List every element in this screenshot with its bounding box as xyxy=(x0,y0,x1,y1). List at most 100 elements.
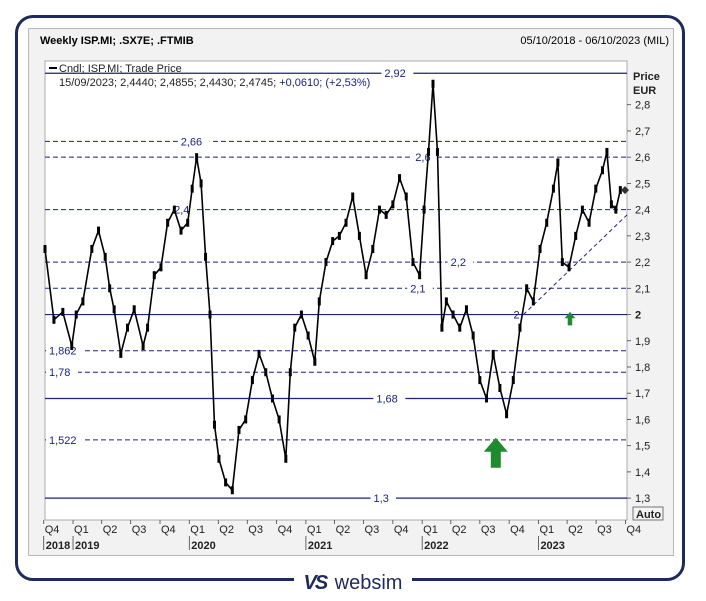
candle-marker xyxy=(264,368,268,377)
candle-marker xyxy=(186,218,190,227)
candle-marker xyxy=(458,323,462,332)
candle-marker xyxy=(567,263,571,272)
candle-marker xyxy=(471,331,475,340)
level-label: 2,66 xyxy=(181,136,202,148)
y-tick-label: 1,8 xyxy=(635,362,650,374)
y-tick-label: 2 xyxy=(635,310,641,322)
x-tick-label: Q3 xyxy=(132,524,147,536)
buy-arrow-icon xyxy=(564,311,576,326)
candle-marker xyxy=(451,310,455,319)
candle-marker xyxy=(391,200,395,209)
candle-marker xyxy=(244,415,248,424)
candle-marker xyxy=(103,252,107,261)
level-label: 2,4 xyxy=(174,205,189,217)
candle-marker xyxy=(551,184,555,193)
candle-marker xyxy=(435,147,439,156)
level-label-bg xyxy=(177,134,210,148)
candle-marker xyxy=(377,205,381,214)
level-label: 1,78 xyxy=(49,367,70,379)
candle-marker xyxy=(284,454,288,463)
candle-marker xyxy=(478,376,482,385)
buy-arrow-icon xyxy=(483,437,508,468)
candle-marker xyxy=(427,147,431,156)
candle-marker xyxy=(277,415,281,424)
candle-marker xyxy=(81,297,85,306)
candle-marker xyxy=(398,174,402,183)
year-label: 2021 xyxy=(308,540,332,552)
candle-marker xyxy=(498,383,502,392)
candle-marker xyxy=(217,454,221,463)
candle-marker xyxy=(538,244,542,253)
candle-marker xyxy=(293,323,297,332)
candle-marker xyxy=(74,310,78,319)
x-tick-label: Q1 xyxy=(423,524,438,536)
candle-marker xyxy=(505,410,509,419)
candle-marker xyxy=(195,153,199,162)
candle-marker xyxy=(119,349,123,358)
legend-ohlc-values: 15/09/2023; 2,4440; 2,4855; 2,4430; 2,47… xyxy=(59,77,279,89)
candle-marker xyxy=(351,192,355,201)
x-tick-label: Q4 xyxy=(510,524,525,536)
legend-ohlc: 15/09/2023; 2,4440; 2,4855; 2,4430; 2,47… xyxy=(59,77,370,89)
brand-name: websim xyxy=(334,572,403,594)
candle-marker xyxy=(204,252,208,261)
candle-marker xyxy=(464,305,468,314)
candle-marker xyxy=(609,200,613,209)
x-tick-label: Q4 xyxy=(45,524,60,536)
level-label-bg xyxy=(46,432,85,446)
y-tick-label: 2,1 xyxy=(635,283,650,295)
x-tick-label: Q1 xyxy=(539,524,554,536)
auto-button-label[interactable]: Auto xyxy=(636,509,661,521)
candle-marker xyxy=(299,310,303,319)
level-label: 2,1 xyxy=(410,283,425,295)
y-axis-title: Price xyxy=(633,71,660,83)
candle-marker xyxy=(518,323,522,332)
candle-marker xyxy=(90,244,94,253)
candle-marker xyxy=(560,258,564,267)
y-tick-label: 2,8 xyxy=(635,100,650,112)
websim-logo-icon: VS xyxy=(303,572,329,594)
auto-button[interactable] xyxy=(632,506,664,521)
candle-marker xyxy=(324,258,328,267)
y-tick-label: 1,4 xyxy=(635,467,650,479)
candle-marker xyxy=(224,478,228,487)
y-tick-label: 2,6 xyxy=(635,152,650,164)
candle-marker xyxy=(237,425,241,434)
year-label: 2022 xyxy=(424,540,448,552)
candle-marker xyxy=(43,244,47,253)
candle-marker xyxy=(357,231,361,240)
y-tick-label: 1,7 xyxy=(635,388,650,400)
year-label: 2020 xyxy=(191,540,215,552)
candle-marker xyxy=(126,323,130,332)
candle-marker xyxy=(199,179,203,188)
x-tick-label: Q2 xyxy=(452,524,467,536)
level-label-bg xyxy=(447,255,474,269)
trendline-label: 2 xyxy=(513,310,519,322)
date-range: 05/10/2018 - 06/10/2023 (MIL) xyxy=(520,35,669,47)
x-tick-label: Q4 xyxy=(626,524,641,536)
candle-marker xyxy=(166,218,170,227)
candle-marker xyxy=(250,376,254,385)
candle-marker xyxy=(545,218,549,227)
x-tick-label: Q2 xyxy=(219,524,234,536)
candle-marker xyxy=(146,323,150,332)
candle-marker xyxy=(208,310,212,319)
level-label: 2,2 xyxy=(451,257,466,269)
x-tick-label: Q3 xyxy=(481,524,496,536)
legend-change: +0,0610; (+2,53%) xyxy=(279,77,370,89)
candle-marker xyxy=(337,231,341,240)
candle-marker xyxy=(306,331,310,340)
candle-marker xyxy=(132,305,136,314)
candle-marker xyxy=(444,297,448,306)
candle-marker xyxy=(511,376,515,385)
candle-marker xyxy=(605,147,609,156)
candle-marker xyxy=(190,184,194,193)
candle-marker xyxy=(112,305,116,314)
candle-marker xyxy=(364,271,368,280)
candle-marker xyxy=(288,368,292,377)
candle-marker xyxy=(344,218,348,227)
candle-marker xyxy=(594,184,598,193)
y-axis-unit: EUR xyxy=(633,85,656,97)
x-tick-label: Q4 xyxy=(394,524,409,536)
